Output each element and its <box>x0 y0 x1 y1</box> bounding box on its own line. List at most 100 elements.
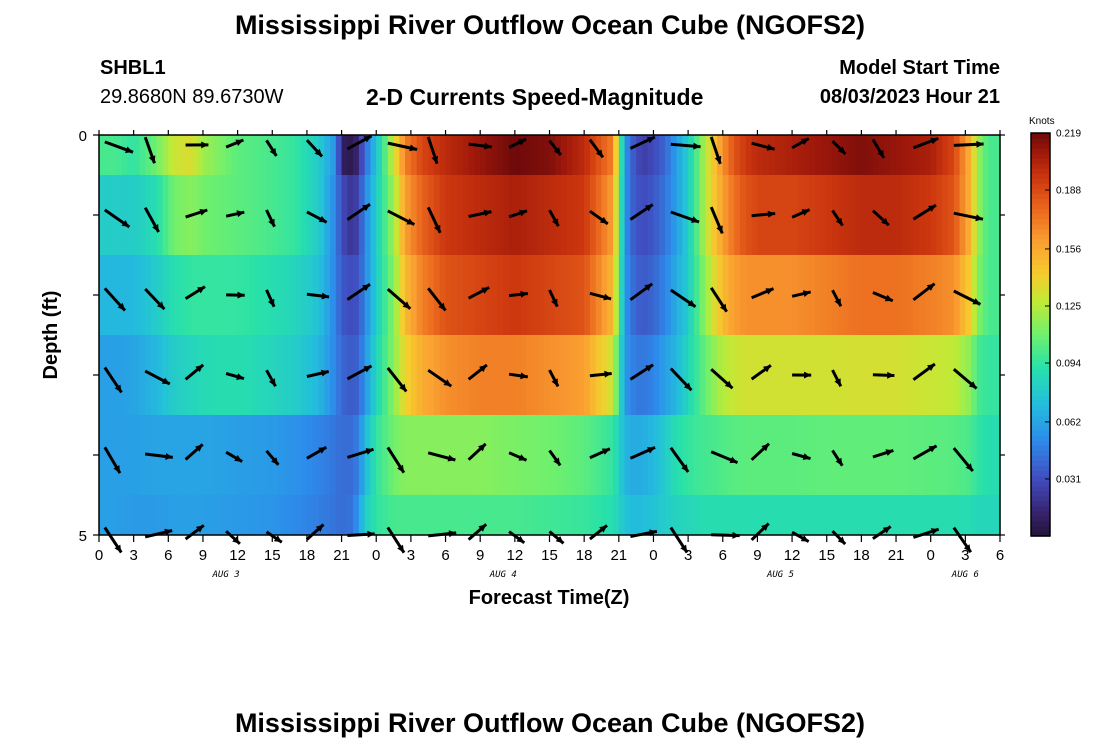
heatmap-cell <box>919 135 926 176</box>
current-vector-head <box>729 456 738 464</box>
heatmap-cell <box>566 255 574 336</box>
heatmap-cell <box>214 415 221 496</box>
heatmap-cell <box>133 495 141 536</box>
heatmap-cell <box>971 255 978 336</box>
heatmap-cell <box>122 255 129 336</box>
current-vector-head <box>195 525 204 533</box>
colorbar-segment <box>1031 309 1050 315</box>
heatmap-cell <box>740 415 747 496</box>
x-tick-label: 12 <box>229 547 246 564</box>
current-vector <box>144 528 173 539</box>
heatmap-cell <box>971 335 978 416</box>
heatmap-cell <box>844 415 851 496</box>
heatmap-cell <box>624 415 631 496</box>
heatmap-cell <box>803 415 811 496</box>
heatmap-cell <box>838 175 845 256</box>
colorbar-segment <box>1031 319 1050 326</box>
heatmap-cell <box>595 495 603 536</box>
colorbar-segment <box>1031 364 1050 371</box>
heatmap-cell <box>162 335 169 416</box>
current-vector-head <box>644 204 653 212</box>
current-vector-head <box>835 457 843 466</box>
heatmap-cell <box>740 335 747 416</box>
heatmap-cell <box>630 175 637 256</box>
colorbar-segment <box>1031 269 1050 275</box>
heatmap-cell <box>503 135 510 176</box>
heatmap-cell <box>555 495 562 536</box>
day-label: AUG 4 <box>489 570 517 580</box>
current-vector-head <box>599 525 607 533</box>
heatmap-cell <box>630 495 637 536</box>
current-vector-head <box>397 544 404 553</box>
heatmap-cell <box>202 135 210 176</box>
heatmap-cell <box>197 135 204 176</box>
colorbar-segment <box>1031 148 1050 154</box>
heatmap-cell <box>543 415 551 496</box>
heatmap-cell <box>301 175 308 256</box>
current-vector <box>952 368 978 390</box>
heatmap-cell <box>480 255 487 336</box>
heatmap-cell <box>405 335 412 416</box>
current-vector-head <box>447 454 456 462</box>
heatmap-cell <box>145 335 152 416</box>
current-vector <box>144 287 166 311</box>
heatmap-cell <box>497 255 504 336</box>
heatmap-cell <box>376 135 383 176</box>
current-vector <box>386 526 406 554</box>
heatmap-cell <box>942 255 949 336</box>
heatmap-cell <box>537 415 545 496</box>
heatmap-cell <box>237 175 244 256</box>
heatmap-cell <box>578 495 585 536</box>
heatmap-cell <box>601 135 608 176</box>
heatmap-cell <box>901 415 909 496</box>
heatmap-cell <box>705 255 712 336</box>
heatmap-cell <box>613 495 620 536</box>
heatmap-cell <box>249 255 256 336</box>
colorbar-segment <box>1031 440 1050 446</box>
heatmap-cell <box>382 335 389 416</box>
heatmap-cell <box>416 135 424 176</box>
heatmap-cell <box>237 415 244 496</box>
heatmap-cell <box>399 175 406 256</box>
heatmap-cell <box>936 135 943 176</box>
heatmap-cell <box>156 495 164 536</box>
heatmap-cell <box>457 335 464 416</box>
x-tick-label: 9 <box>476 547 484 564</box>
heatmap-cell <box>474 495 481 536</box>
current-vector <box>184 443 204 461</box>
heatmap-cell <box>768 335 776 416</box>
heatmap-cell <box>335 255 343 336</box>
heatmap-cell <box>445 335 452 416</box>
heatmap-cell <box>549 495 556 536</box>
heatmap-cell <box>647 495 655 536</box>
current-vector <box>831 530 847 546</box>
heatmap-cell <box>803 255 811 336</box>
heatmap-cell <box>589 495 597 536</box>
heatmap-cell <box>555 175 562 256</box>
heatmap-cell <box>191 255 198 336</box>
current-vector <box>346 134 373 151</box>
heatmap-cell <box>462 495 470 536</box>
heatmap-cell <box>364 415 372 496</box>
heatmap-cell <box>693 335 701 416</box>
heatmap-cell <box>104 495 112 536</box>
heatmap-cell <box>815 255 822 336</box>
heatmap-cell <box>901 335 909 416</box>
heatmap-cell <box>549 135 556 176</box>
heatmap-cell <box>820 135 828 176</box>
heatmap-cell <box>890 255 897 336</box>
heatmap-cell <box>786 495 793 536</box>
heatmap-cell <box>965 135 972 176</box>
heatmap-cell <box>543 335 551 416</box>
heatmap-cell <box>884 135 891 176</box>
colorbar-segment <box>1031 399 1050 406</box>
second-chart-title: Mississippi River Outflow Ocean Cube (NG… <box>234 708 866 738</box>
heatmap-cell <box>890 495 897 536</box>
heatmap-cell <box>312 415 320 496</box>
heatmap-cell <box>289 415 296 496</box>
heatmap-cell <box>214 135 221 176</box>
heatmap-cell <box>809 135 816 176</box>
heatmap-cell <box>416 415 424 496</box>
current-vector-head <box>972 298 981 305</box>
heatmap-cell <box>647 255 655 336</box>
